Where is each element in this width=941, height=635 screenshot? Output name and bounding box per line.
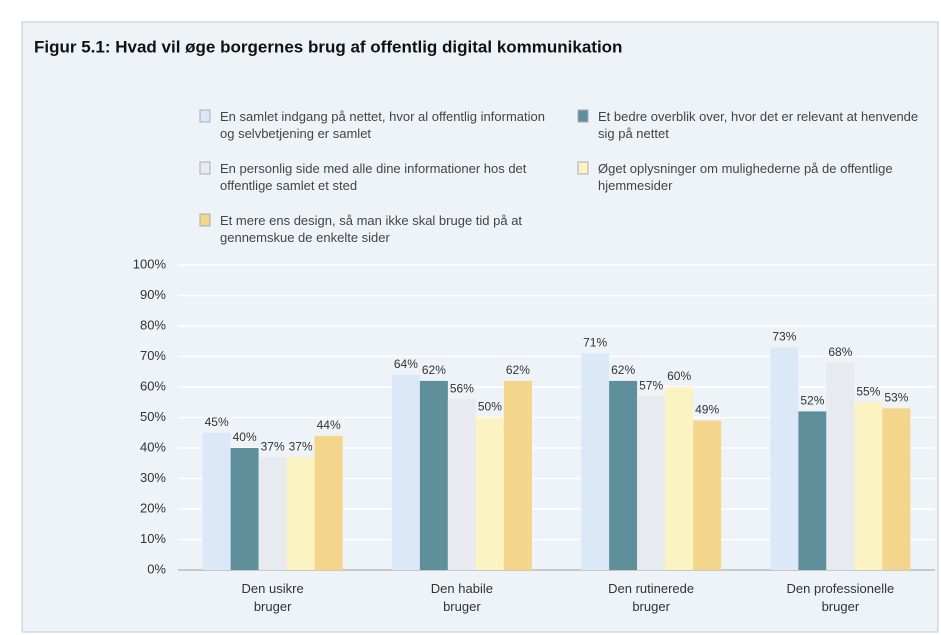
legend-swatch [199,213,211,227]
value-label: 62% [611,363,635,377]
x-tick-label: Den usikre bruger [242,581,304,614]
value-label: 68% [828,345,852,359]
y-tick-label: 70% [140,348,166,363]
bar [230,448,259,570]
legend-swatch [577,109,589,123]
value-label: 52% [800,394,824,408]
x-tick-line: Den professionelle [787,581,895,596]
x-tick-line: bruger [632,599,670,614]
y-tick-label: 40% [140,439,166,454]
y-tick-label: 20% [140,500,166,515]
x-tick-line: bruger [254,599,292,614]
value-label: 37% [261,439,285,453]
value-label: 40% [233,430,257,444]
legend-label: En samlet indgang på nettet, hvor al off… [220,109,545,141]
y-tick-label: 10% [140,531,166,546]
bar [503,380,532,570]
y-tick-label: 80% [140,317,166,332]
bar [475,417,504,570]
bar [447,399,476,570]
x-tick-label: Den rutinerede bruger [608,581,694,614]
y-tick-label: 30% [140,470,166,485]
bar [693,420,722,570]
y-tick-label: 50% [140,409,166,424]
bar [665,387,694,570]
value-label: 55% [856,384,880,398]
y-tick-label: 100% [133,256,167,271]
y-tick-label: 60% [140,378,166,393]
x-tick-line: Den usikre [242,581,304,596]
y-tick-label: 90% [140,287,166,302]
legend-label: Et bedre overblik over, hvor det er rele… [598,109,919,141]
value-label: 60% [667,369,691,383]
legend-swatch [199,109,211,123]
legend-swatch [199,161,211,175]
value-label: 53% [884,391,908,405]
bar [609,380,638,570]
x-tick-line: Den rutinerede [608,581,694,596]
value-label: 57% [639,378,663,392]
bar [314,435,343,570]
bar [637,396,666,570]
value-label: 37% [289,439,313,453]
bar [391,374,420,570]
value-label: 49% [695,403,719,417]
bar [202,432,231,570]
value-label: 45% [205,415,229,429]
bar [286,457,315,570]
bar [419,380,448,570]
value-label: 50% [478,400,502,414]
y-tick-label: 0% [147,561,166,576]
legend-label: Øget oplysninger om mulighederne på de o… [598,161,893,193]
bar [826,362,855,570]
bar [770,347,799,570]
bar [854,402,883,570]
x-tick-label: Den habile bruger [431,581,493,614]
bar [581,353,610,570]
legend-label: En personlig side med alle dine informat… [220,161,527,193]
bar [882,408,911,570]
value-label: 73% [772,330,796,344]
legend-label: Et mere ens design, så man ikke skal bru… [220,213,523,245]
x-tick-line: bruger [822,599,860,614]
value-label: 64% [394,357,418,371]
value-label: 56% [450,381,474,395]
bar [258,457,287,570]
value-label: 44% [317,418,341,432]
value-label: 71% [583,336,607,350]
chart-title: Figur 5.1: Hvad vil øge borgernes brug a… [34,37,622,56]
x-tick-line: bruger [443,599,481,614]
legend-swatch [577,161,589,175]
value-label: 62% [422,363,446,377]
x-tick-line: Den habile [431,581,493,596]
x-tick-label: Den professionelle bruger [787,581,895,614]
bar [798,411,827,570]
value-label: 62% [506,363,530,377]
